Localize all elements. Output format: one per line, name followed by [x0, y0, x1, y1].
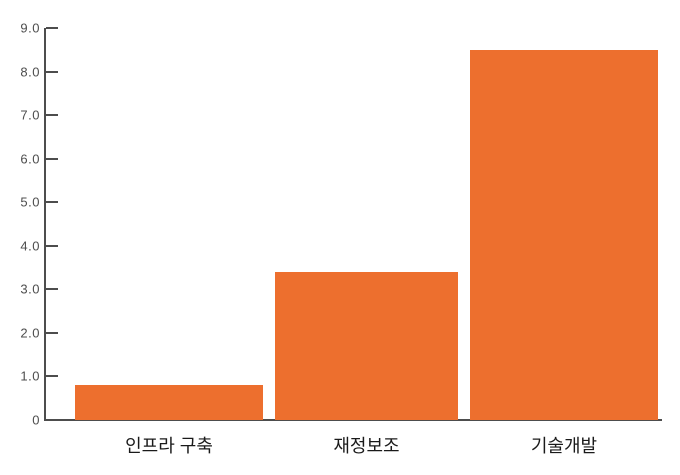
y-tick-mark: [46, 114, 58, 117]
y-tick-label: 5.0: [20, 194, 40, 210]
x-axis-label: 재정보조: [333, 436, 400, 456]
y-tick-label: 2.0: [20, 325, 40, 341]
y-tick-label: 7.0: [20, 107, 40, 123]
bar-1: [75, 385, 263, 420]
y-tick-label: 6.0: [20, 151, 40, 167]
y-tick-mark: [46, 331, 58, 334]
x-axis-label: 기술개발: [530, 436, 598, 456]
y-tick-mark: [46, 70, 58, 73]
y-tick-label: 3.0: [20, 281, 40, 297]
y-tick-mark: [46, 244, 58, 247]
y-tick-label: 0: [32, 412, 40, 428]
x-axis-label: 인프라 구축: [125, 436, 213, 456]
bar-2: [275, 271, 458, 420]
y-tick-mark: [46, 157, 58, 160]
y-tick-label: 9.0: [20, 20, 40, 36]
y-tick-label: 8.0: [20, 64, 40, 80]
y-tick-label: 4.0: [20, 238, 40, 254]
x-axis-line: [44, 419, 662, 421]
y-axis-line: [44, 28, 46, 421]
y-tick-label: 1.0: [20, 368, 40, 384]
bar-3: [470, 49, 658, 420]
y-tick-mark: [46, 27, 58, 29]
y-tick-mark: [46, 375, 58, 378]
y-tick-mark: [46, 201, 58, 204]
y-tick-mark: [46, 288, 58, 291]
